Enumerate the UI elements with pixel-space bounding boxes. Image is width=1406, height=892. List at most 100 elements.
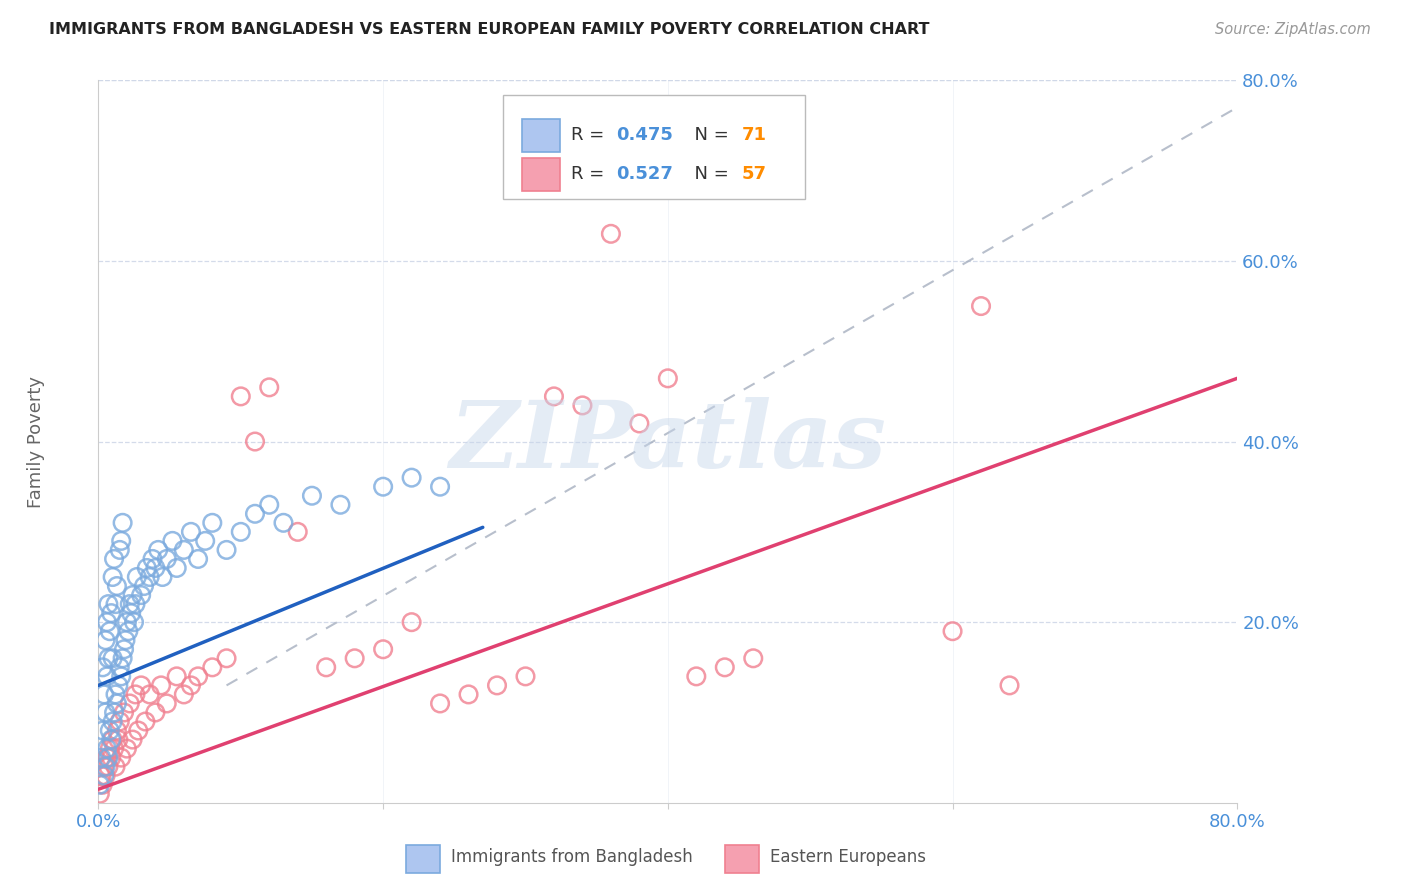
Point: [115, 615, 138, 630]
Point: [117, 624, 139, 639]
Point: [94, 769, 117, 783]
Text: N =: N =: [683, 165, 734, 184]
Point: [229, 389, 252, 403]
Point: [201, 516, 224, 530]
Point: [457, 687, 479, 701]
Point: [98, 624, 121, 639]
Point: [187, 552, 209, 566]
Point: [107, 732, 129, 747]
Point: [329, 498, 352, 512]
Point: [138, 570, 160, 584]
Point: [970, 299, 993, 313]
Point: [112, 642, 135, 657]
Point: [100, 750, 122, 764]
Point: [628, 417, 651, 431]
Point: [91, 723, 114, 738]
Text: 57: 57: [742, 165, 766, 184]
Text: Eastern Europeans: Eastern Europeans: [770, 848, 927, 866]
Point: [97, 760, 120, 774]
Point: [600, 227, 623, 241]
Point: [134, 714, 156, 729]
Point: [125, 570, 148, 584]
Text: Family Poverty: Family Poverty: [27, 376, 45, 508]
Point: [401, 615, 423, 630]
Point: [429, 697, 451, 711]
Bar: [522, 119, 560, 152]
Text: 0.475: 0.475: [617, 127, 673, 145]
Text: N =: N =: [683, 127, 734, 145]
Point: [742, 651, 765, 665]
Point: [101, 714, 124, 729]
Point: [657, 371, 679, 385]
Point: [942, 624, 965, 639]
Point: [187, 669, 209, 683]
Point: [122, 615, 145, 630]
Point: [112, 706, 135, 720]
Point: [94, 706, 117, 720]
Point: [93, 760, 115, 774]
Point: [103, 741, 125, 756]
Point: [714, 660, 737, 674]
Point: [215, 542, 238, 557]
Point: [145, 706, 167, 720]
Point: [118, 697, 141, 711]
Point: [115, 741, 138, 756]
Point: [105, 697, 128, 711]
Point: [101, 651, 124, 665]
Point: [156, 552, 179, 566]
Point: [166, 561, 188, 575]
Text: Source: ZipAtlas.com: Source: ZipAtlas.com: [1215, 22, 1371, 37]
Point: [90, 769, 112, 783]
Point: [97, 597, 120, 611]
Point: [259, 498, 281, 512]
Point: [93, 769, 115, 783]
Point: [243, 507, 266, 521]
Point: [243, 434, 266, 449]
Point: [110, 750, 132, 764]
Point: [273, 516, 295, 530]
Point: [124, 687, 146, 701]
Point: [180, 678, 202, 692]
Point: [101, 732, 124, 747]
Point: [315, 660, 337, 674]
Point: [101, 570, 124, 584]
Point: [998, 678, 1021, 692]
Point: [100, 732, 122, 747]
Point: [152, 570, 174, 584]
Point: [97, 750, 120, 764]
Point: [127, 723, 149, 738]
Point: [429, 480, 451, 494]
Point: [110, 669, 132, 683]
Point: [98, 741, 121, 756]
Point: [105, 579, 128, 593]
Point: [93, 687, 115, 701]
Point: [89, 778, 111, 792]
Text: 71: 71: [742, 127, 766, 145]
Point: [150, 678, 173, 692]
Point: [110, 533, 132, 548]
Point: [145, 561, 167, 575]
Point: [543, 389, 565, 403]
Bar: [406, 846, 440, 873]
Point: [401, 471, 423, 485]
Point: [104, 687, 127, 701]
Point: [114, 633, 136, 648]
Point: [98, 723, 121, 738]
Text: 0.527: 0.527: [617, 165, 673, 184]
Point: [103, 552, 125, 566]
Point: [301, 489, 323, 503]
Point: [156, 697, 179, 711]
Point: [571, 398, 593, 412]
Point: [107, 678, 129, 692]
Point: [89, 787, 111, 801]
Point: [194, 533, 217, 548]
Point: [105, 723, 128, 738]
Point: [287, 524, 309, 539]
Point: [94, 633, 117, 648]
Point: [94, 760, 117, 774]
Point: [138, 687, 160, 701]
Point: [91, 778, 114, 792]
Point: [124, 597, 146, 611]
Point: [173, 687, 195, 701]
Point: [148, 542, 170, 557]
